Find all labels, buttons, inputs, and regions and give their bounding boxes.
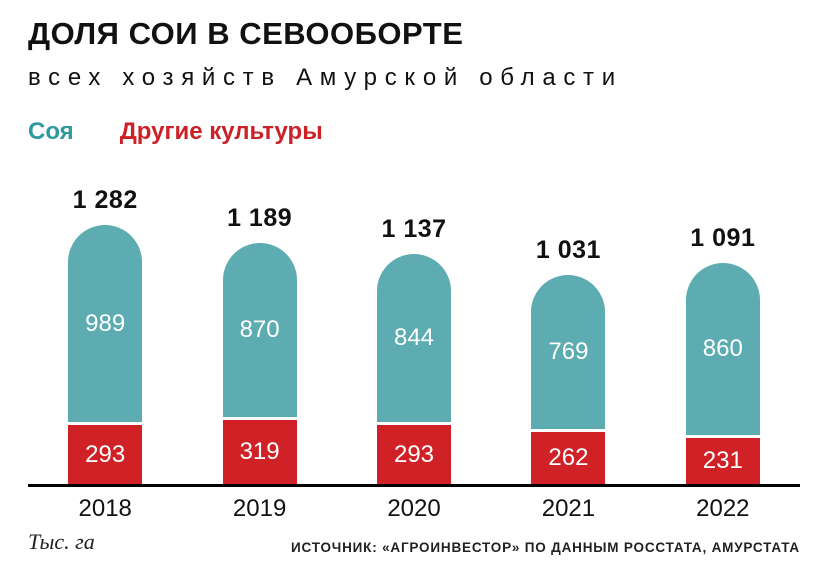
bar: 870 319 xyxy=(222,243,297,484)
bar-group-2018: 1 282 989 293 xyxy=(28,186,182,484)
bar-segment-soy: 769 xyxy=(531,274,606,429)
page-title: ДОЛЯ СОИ В СЕВООБОРТЕ xyxy=(28,16,464,51)
legend-item-other: Другие культуры xyxy=(119,118,323,145)
bar-segment-other: 262 xyxy=(531,431,606,484)
bar-group-2020: 1 137 844 293 xyxy=(337,215,491,484)
bar: 844 293 xyxy=(377,253,452,484)
bar-group-2022: 1 091 860 231 xyxy=(646,224,800,484)
total-label: 1 091 xyxy=(690,223,756,252)
x-axis-labels: 2018 2019 2020 2021 2022 xyxy=(28,495,800,523)
bar-segment-other: 319 xyxy=(222,420,297,484)
source-label: ИСТОЧНИК: «АГРОИНВЕСТОР» ПО ДАННЫМ РОССТ… xyxy=(291,540,800,555)
year-label-2018: 2018 xyxy=(78,495,132,522)
total-label: 1 189 xyxy=(227,204,293,233)
bar: 769 262 xyxy=(531,274,606,484)
total-label: 1 031 xyxy=(535,235,601,264)
legend: Соя Другие культуры xyxy=(28,118,800,146)
year-label-2021: 2021 xyxy=(541,495,596,522)
bar-segment-other: 231 xyxy=(685,437,760,484)
year-label-2022: 2022 xyxy=(696,495,750,522)
bar-group-2021: 1 031 769 262 xyxy=(491,236,645,484)
page-subtitle: всех хозяйств Амурской области xyxy=(28,64,623,91)
bar-segment-soy: 844 xyxy=(377,253,452,423)
legend-item-soy: Соя xyxy=(28,118,74,145)
bar-segment-other: 293 xyxy=(68,425,143,484)
bar-segment-soy: 989 xyxy=(68,224,143,423)
bars-row: 1 282 989 293 1 189 870 319 1 137 844 29… xyxy=(28,186,800,484)
bar-segment-other: 293 xyxy=(377,425,452,484)
total-label: 1 282 xyxy=(72,185,138,214)
year-label-2020: 2020 xyxy=(387,495,441,522)
stacked-bar-chart: 1 282 989 293 1 189 870 319 1 137 844 29… xyxy=(28,186,800,523)
bar: 989 293 xyxy=(68,224,143,484)
bar: 860 231 xyxy=(685,262,760,484)
bar-group-2019: 1 189 870 319 xyxy=(182,204,336,484)
total-label: 1 137 xyxy=(381,214,447,243)
x-axis-line xyxy=(28,484,800,487)
year-label-2019: 2019 xyxy=(232,495,287,522)
footer: Тыс. га ИСТОЧНИК: «АГРОИНВЕСТОР» ПО ДАНН… xyxy=(28,529,800,555)
bar-segment-soy: 870 xyxy=(222,243,297,418)
bar-segment-soy: 860 xyxy=(685,262,760,435)
units-label: Тыс. га xyxy=(28,529,95,554)
